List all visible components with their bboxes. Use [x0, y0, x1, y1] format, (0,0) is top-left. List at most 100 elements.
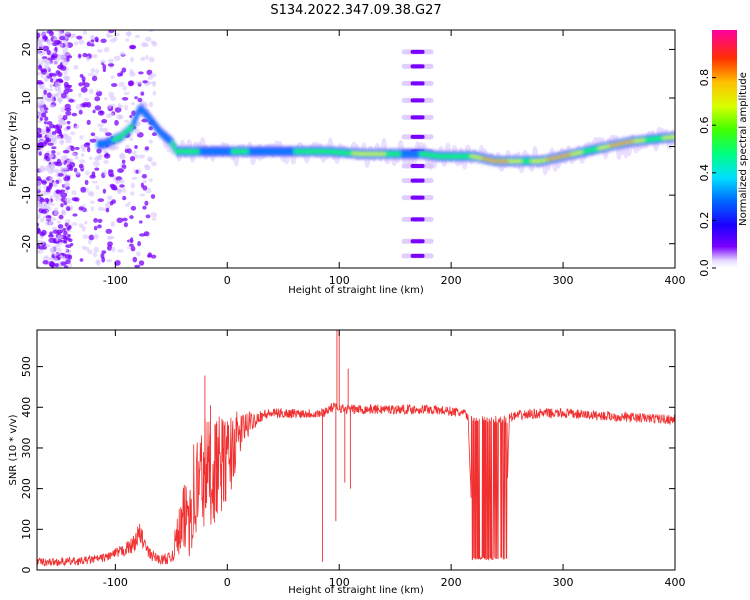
snr-marks	[37, 330, 675, 567]
spectrogram-speckle	[67, 225, 72, 230]
spectrogram-speckle	[64, 197, 72, 203]
spectrogram-speckle	[95, 259, 101, 265]
spectrogram-speckle	[74, 125, 80, 129]
spectrogram-speckle	[104, 202, 112, 209]
spectrogram-halo-blob	[464, 144, 471, 154]
spectrogram-speckle	[97, 198, 105, 203]
spectrogram-speckle	[44, 197, 50, 203]
spectrogram-speckle	[96, 148, 102, 154]
colorbar-tick-label: 0.4	[698, 164, 711, 182]
spectrogram-speckle	[56, 235, 64, 239]
spectrogram-speckle	[93, 225, 98, 231]
spectrogram-speckle	[107, 103, 112, 110]
spectrogram-speckle	[63, 265, 69, 268]
spectrogram-speckle	[68, 238, 73, 243]
spectrogram-speckle	[108, 91, 115, 98]
spectrogram-speckle	[145, 214, 151, 219]
spectrogram-y-axis-title: Frequency (Hz)	[8, 111, 19, 187]
spectrogram-speckle	[37, 180, 42, 185]
spectrogram-speckle	[82, 30, 88, 35]
spectrogram-speckle	[79, 258, 84, 262]
spectrogram-speckle	[40, 128, 47, 135]
spectrogram-speckle	[47, 180, 53, 184]
spectrogram-speckle	[105, 228, 113, 234]
spectrogram-speckle	[95, 39, 99, 43]
spectrogram-speckle	[45, 217, 51, 221]
spectrogram-speckle	[56, 220, 62, 224]
spectrogram-speckle	[129, 243, 134, 247]
spectrogram-speckle	[127, 80, 134, 87]
spectrogram-speckle	[147, 158, 153, 162]
spectrogram-speckle	[37, 184, 42, 191]
spectrogram-speckle	[130, 246, 136, 252]
spectrogram-speckle	[64, 41, 69, 46]
spectrogram-speckle	[78, 159, 86, 164]
spectrogram-speckle	[50, 247, 55, 253]
spectrogram-speckle	[107, 241, 113, 247]
spectrogram-speckle	[40, 209, 48, 214]
spectrogram-speckle	[94, 167, 100, 171]
spectrogram-speckle	[44, 63, 50, 69]
spectrogram-speckle	[37, 176, 42, 182]
spectrogram-speckle	[63, 235, 68, 241]
spectrogram-speckle	[139, 220, 143, 224]
spectrogram-speckle	[134, 96, 138, 100]
spectrogram-speckle	[43, 107, 49, 111]
spectrogram-speckle	[53, 252, 59, 256]
spectrogram-speckle	[83, 246, 89, 251]
spectrogram-speckle	[93, 246, 99, 253]
spectrogram-speckle	[149, 73, 157, 78]
spectrogram-speckle	[38, 142, 44, 146]
spectrogram-speckle	[41, 112, 47, 118]
spectrogram-speckle	[71, 112, 78, 117]
spectrogram-speckle	[40, 68, 47, 73]
spectrogram-x-tick-label: 200	[441, 274, 462, 287]
spectrogram-speckle	[40, 203, 48, 209]
spectrogram-speckle	[105, 132, 112, 137]
spectrogram-speckle	[102, 68, 106, 72]
spectrogram-speckle	[135, 34, 140, 39]
spectrogram-speckle	[130, 182, 136, 189]
spectrogram-speckle	[80, 153, 85, 157]
spectrogram-speckle	[148, 139, 153, 144]
spectrogram-speckle	[39, 217, 45, 223]
colorbar-tick-label: 0.0	[698, 259, 711, 277]
spectrogram-speckle	[131, 101, 135, 106]
spectrogram-speckle	[130, 191, 135, 196]
spectrogram-speckle	[101, 119, 108, 124]
spectrogram-speckle	[139, 193, 146, 197]
spectrogram-speckle	[99, 126, 104, 132]
spectrogram-speckle	[97, 224, 102, 229]
spectrogram-comb-core	[410, 253, 425, 258]
spectrogram-speckle	[67, 145, 71, 151]
spectrogram-speckle	[71, 190, 77, 196]
spectrogram-speckle	[134, 264, 141, 268]
snr-y-tick-label: 0	[20, 567, 33, 574]
snr-y-tick-label: 400	[20, 397, 33, 418]
spectrogram-speckle	[114, 119, 119, 126]
spectrogram-speckle	[54, 81, 62, 88]
spectrogram-speckle	[87, 146, 91, 153]
spectrogram-speckle	[114, 260, 121, 266]
spectrogram-speckle	[46, 39, 51, 44]
spectrogram-speckle	[53, 93, 60, 98]
spectrogram-speckle	[93, 233, 99, 240]
spectrogram-speckle	[143, 231, 150, 237]
spectrogram-speckle	[42, 260, 49, 265]
spectrogram-speckle	[131, 176, 138, 180]
spectrogram-speckle	[64, 107, 72, 112]
spectrogram-speckle	[39, 241, 45, 245]
spectrogram-speckle	[68, 98, 75, 103]
spectrogram-x-axis-title: Height of straight line (km)	[288, 285, 424, 296]
spectrogram-speckle	[70, 242, 74, 247]
spectrogram-speckle	[65, 110, 72, 116]
spectrogram-y-tick-label: 20	[20, 42, 33, 56]
spectrogram-speckle	[86, 56, 90, 62]
snr-y-tick-label: 300	[20, 437, 33, 458]
spectrogram-speckle	[100, 59, 106, 64]
spectrogram-speckle	[78, 206, 85, 211]
spectrogram-speckle	[48, 237, 56, 243]
spectrogram-speckle	[134, 128, 141, 135]
spectrogram-speckle	[86, 119, 91, 125]
